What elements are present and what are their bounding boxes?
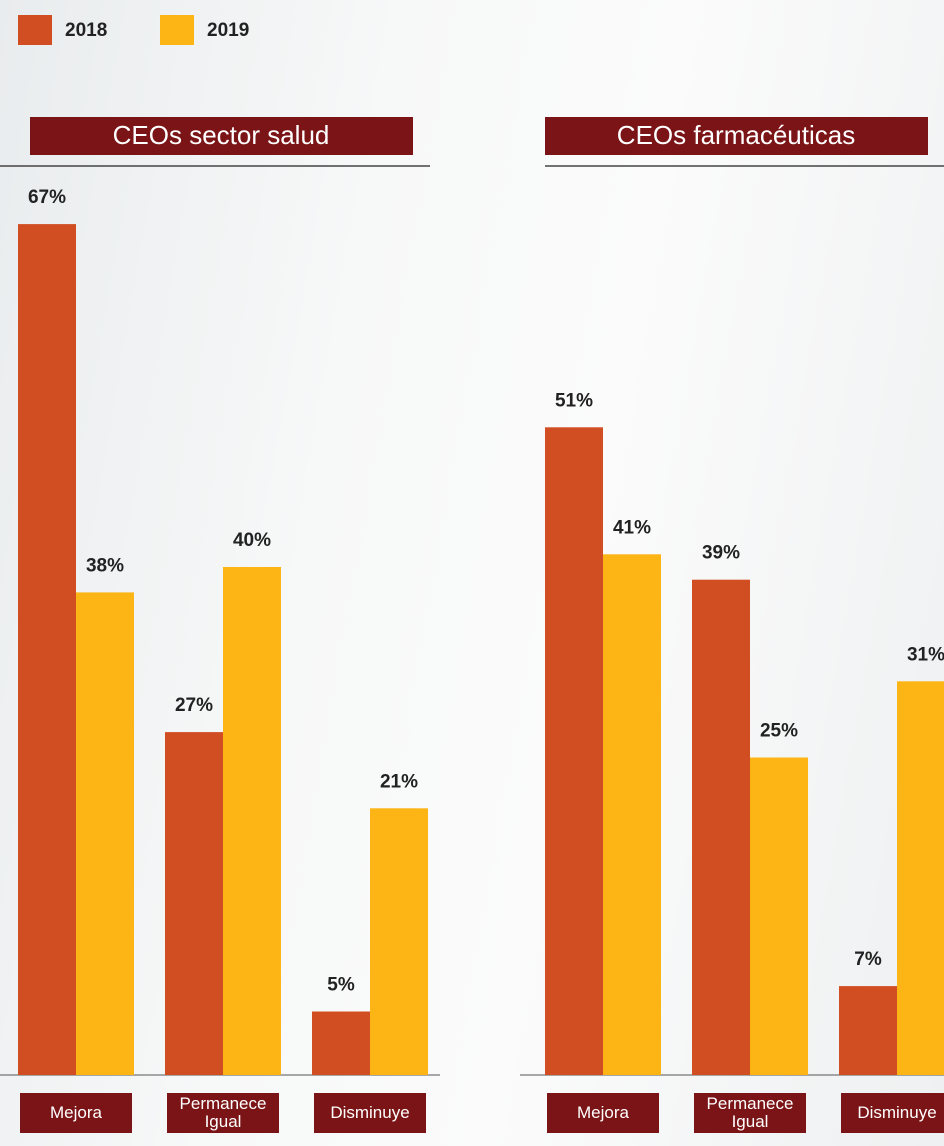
legend-label: 2018 bbox=[65, 20, 107, 41]
legend-label: 2019 bbox=[207, 20, 249, 41]
value-label: 31% bbox=[907, 644, 944, 665]
value-label: 40% bbox=[233, 530, 271, 551]
category-label: Mejora bbox=[547, 1093, 659, 1133]
legend-swatch bbox=[160, 15, 194, 45]
category-label: Permanece Igual bbox=[694, 1093, 806, 1133]
value-label: 25% bbox=[760, 721, 798, 742]
value-label: 51% bbox=[555, 390, 593, 411]
chart-title: CEOs farmacéuticas bbox=[617, 120, 855, 150]
bar bbox=[312, 1011, 370, 1075]
value-label: 41% bbox=[613, 517, 651, 538]
bar bbox=[750, 757, 808, 1075]
bar bbox=[897, 681, 944, 1075]
legend-swatch bbox=[18, 15, 52, 45]
value-label: 39% bbox=[702, 543, 740, 564]
value-label: 21% bbox=[380, 771, 418, 792]
category-label: Disminuye bbox=[841, 1093, 944, 1133]
bar bbox=[692, 579, 750, 1075]
category-label: Permanece Igual bbox=[167, 1093, 279, 1133]
value-label: 38% bbox=[86, 555, 124, 576]
value-label: 5% bbox=[327, 975, 355, 996]
value-label: 7% bbox=[854, 949, 882, 970]
category-label: Mejora bbox=[20, 1093, 132, 1133]
value-label: 27% bbox=[175, 695, 213, 716]
chart-title: CEOs sector salud bbox=[113, 120, 330, 150]
bar bbox=[839, 986, 897, 1075]
bar bbox=[545, 427, 603, 1075]
bar bbox=[165, 732, 223, 1075]
bar bbox=[603, 554, 661, 1075]
bar bbox=[18, 224, 76, 1076]
value-label: 67% bbox=[28, 187, 66, 208]
bar bbox=[76, 592, 134, 1075]
title-box bbox=[30, 117, 413, 155]
title-box bbox=[545, 117, 928, 155]
category-label: Disminuye bbox=[314, 1093, 426, 1133]
bar bbox=[223, 567, 281, 1075]
bar bbox=[370, 808, 428, 1075]
